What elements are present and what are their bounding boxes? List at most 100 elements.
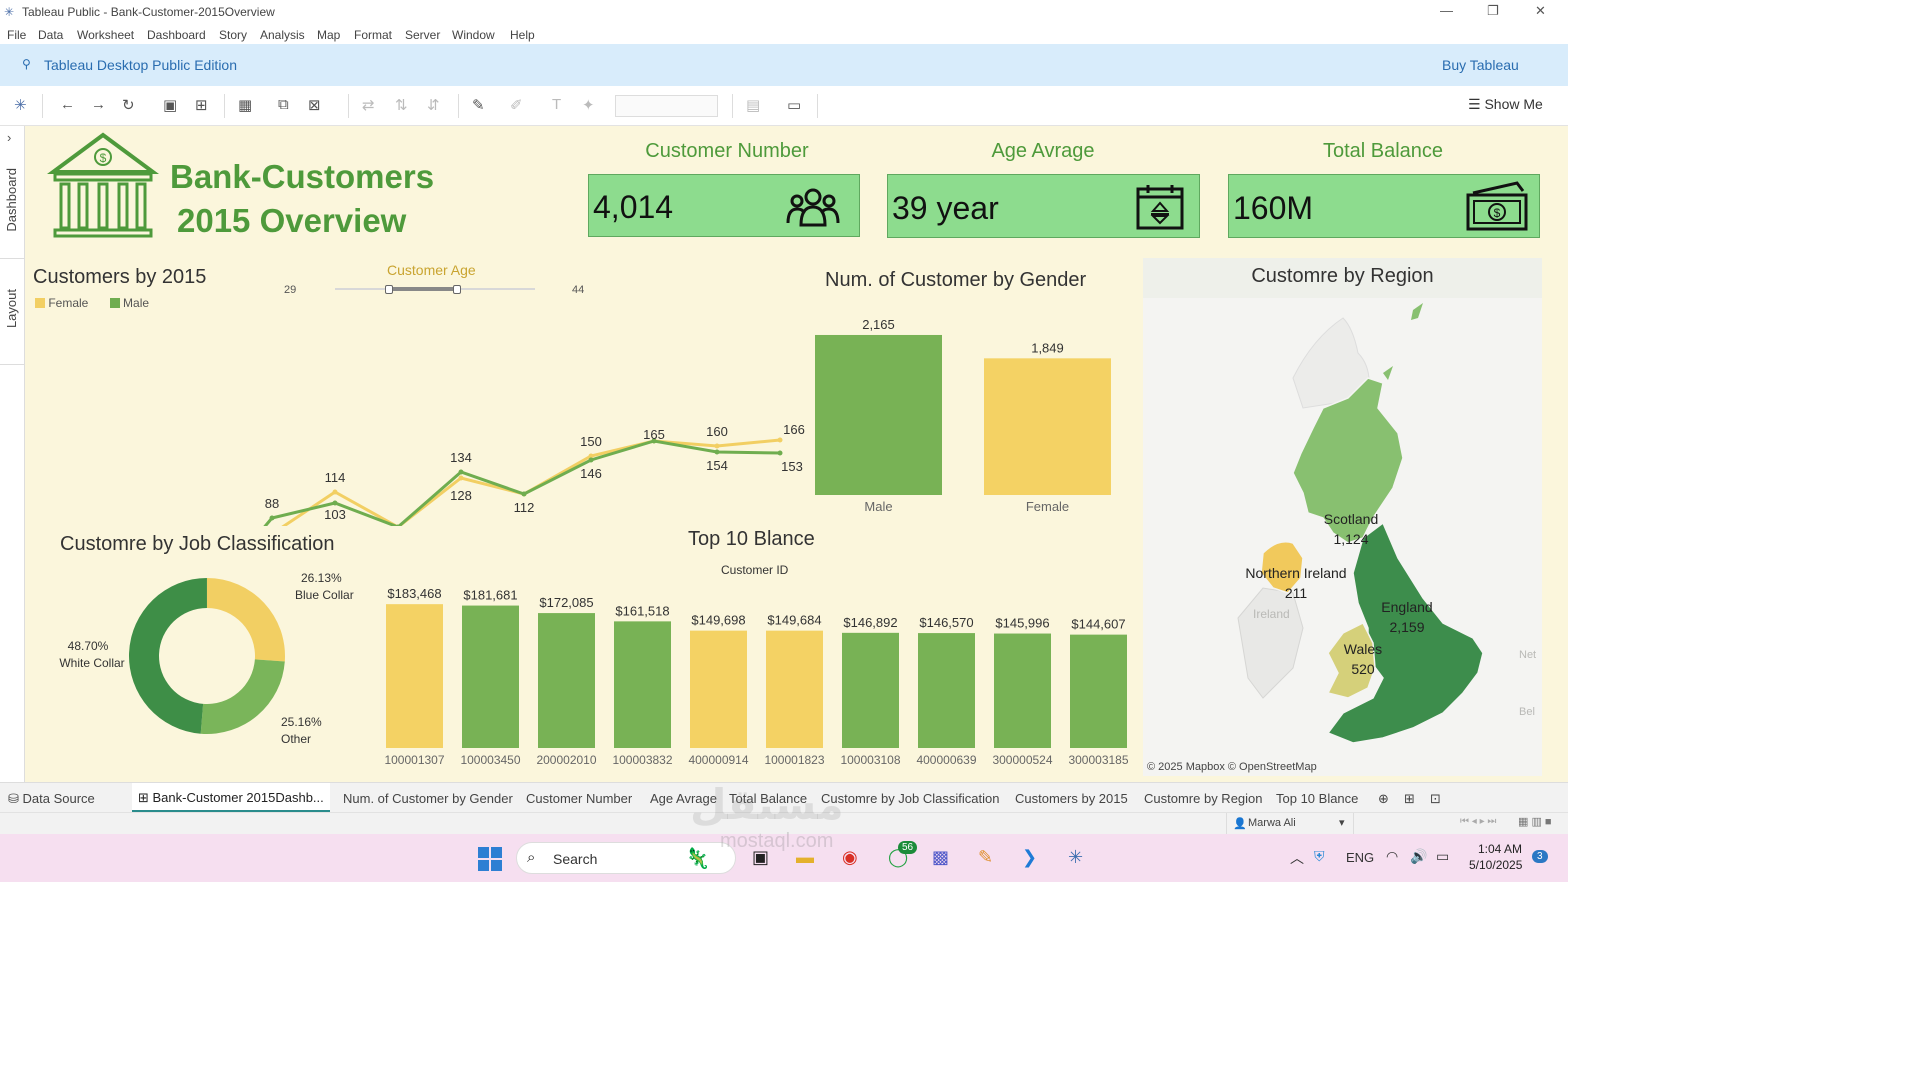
- data-point: [458, 475, 464, 481]
- close-icon[interactable]: ✕: [1535, 3, 1546, 18]
- sheet-tab[interactable]: Top 10 Blance: [1276, 791, 1359, 806]
- dashboard-tab-active[interactable]: ⊞ Bank-Customer 2015Dashb...: [132, 783, 330, 813]
- add-datasource-icon[interactable]: ⊞: [195, 97, 208, 114]
- label-icon[interactable]: T: [552, 96, 562, 113]
- bar-value-label: $183,468: [387, 586, 441, 601]
- menu-window[interactable]: Window: [452, 28, 495, 42]
- taskbar-search[interactable]: ⌕ Search 🦎: [516, 842, 736, 874]
- data-source-tab[interactable]: ⛁ Data Source: [8, 791, 95, 806]
- attach-icon[interactable]: ✐: [510, 97, 523, 114]
- layout-side-tab[interactable]: Layout: [4, 289, 19, 329]
- clear-sheet-icon[interactable]: ⊠: [308, 97, 321, 114]
- dashboard-side-tab[interactable]: Dashboard: [4, 168, 19, 232]
- sort-desc-icon[interactable]: ⇵: [427, 97, 440, 114]
- svg-text:$: $: [100, 151, 107, 165]
- chevron-up-icon[interactable]: ︿: [1290, 850, 1304, 866]
- age-slider-min-handle[interactable]: [385, 285, 393, 294]
- paint-icon[interactable]: ✎: [978, 847, 994, 867]
- clock-date[interactable]: 5/10/2025: [1469, 858, 1523, 872]
- legend-male-swatch: [109, 298, 120, 308]
- svg-text:Bel: Bel: [1519, 706, 1535, 718]
- teams-icon[interactable]: ▩: [932, 847, 950, 867]
- wales-region[interactable]: [1326, 621, 1376, 699]
- swap-icon[interactable]: ⇄: [362, 97, 375, 114]
- bar-female: [984, 358, 1111, 495]
- forward-icon[interactable]: →: [91, 96, 106, 113]
- show-cards-icon[interactable]: ▤: [746, 97, 761, 114]
- windows-start-icon[interactable]: [477, 846, 503, 872]
- sheet-tab[interactable]: Num. of Customer by Gender: [343, 791, 513, 806]
- menu-data[interactable]: Data: [38, 28, 64, 42]
- new-story-icon[interactable]: ⊡: [1430, 791, 1441, 806]
- uk-map: Ireland Net Bel Scotland 1,124 Northern …: [1237, 303, 1536, 744]
- sheet-tab[interactable]: Customers by 2015: [1015, 791, 1128, 806]
- back-icon[interactable]: ←: [60, 96, 75, 113]
- menu-format[interactable]: Format: [354, 28, 393, 42]
- sort-asc-icon[interactable]: ⇅: [395, 97, 408, 114]
- age-slider-max-handle[interactable]: [453, 285, 461, 294]
- buy-tableau-link[interactable]: Buy Tableau: [1442, 57, 1519, 73]
- dashboard-icon: ⊞: [138, 790, 153, 805]
- sheet-tab[interactable]: Age Avrage: [650, 791, 717, 806]
- sheet-tab[interactable]: Customre by Region: [1144, 791, 1263, 806]
- view-grid-icon[interactable]: ▦ ▥ ■: [1518, 816, 1552, 828]
- menu-dashboard[interactable]: Dashboard: [147, 28, 206, 42]
- whatsapp-badge: 56: [898, 841, 918, 854]
- sheet-tab[interactable]: Total Balance: [729, 791, 808, 806]
- expand-icon[interactable]: ›: [7, 130, 12, 145]
- region-map[interactable]: Customre by Region Ireland Net Bel Scotl…: [1143, 258, 1542, 776]
- pin-axis-icon[interactable]: ✦: [582, 97, 595, 114]
- menu-map[interactable]: Map: [317, 28, 341, 42]
- redo-icon[interactable]: ↻: [122, 97, 135, 114]
- bar-customer: [462, 605, 519, 748]
- sheet-tab[interactable]: Customre by Job Classification: [821, 791, 1000, 806]
- menu-server[interactable]: Server: [405, 28, 441, 42]
- group-icon: [786, 188, 840, 227]
- shield-icon[interactable]: ⛨: [1314, 848, 1325, 864]
- menu-analysis[interactable]: Analysis: [260, 28, 305, 42]
- restore-icon[interactable]: ❐: [1487, 3, 1499, 18]
- menu-help[interactable]: Help: [510, 28, 535, 42]
- highlight-icon[interactable]: ✎: [472, 97, 485, 114]
- vscode-icon[interactable]: ❯: [1022, 847, 1038, 867]
- northern-ireland-region[interactable]: [1260, 541, 1304, 594]
- new-dashboard-icon[interactable]: ⊞: [1404, 791, 1415, 806]
- task-view-icon[interactable]: ▣: [752, 847, 770, 867]
- language-indicator[interactable]: ENG: [1346, 850, 1375, 865]
- menu-story[interactable]: Story: [219, 28, 248, 42]
- sheet-tab[interactable]: Customer Number: [526, 791, 633, 806]
- bar-customer: [918, 633, 975, 748]
- sheet-nav-icons[interactable]: ⏮ ◂ ▸ ⏭: [1460, 816, 1497, 827]
- battery-icon[interactable]: ▭: [1436, 848, 1450, 864]
- northern-ireland-value: 211: [1285, 585, 1308, 601]
- bar-value-label: 1,849: [1031, 340, 1064, 355]
- scotland-region[interactable]: [1292, 377, 1404, 544]
- bar-category-label: 100003450: [460, 753, 520, 767]
- show-me-button[interactable]: ☰ Show Me: [1468, 96, 1543, 112]
- user-dropdown[interactable]: 👤 Marwa Ali ▾: [1226, 813, 1354, 834]
- save-icon[interactable]: ▣: [163, 97, 178, 114]
- tableau-home-icon[interactable]: ✳: [14, 97, 27, 114]
- menu-worksheet[interactable]: Worksheet: [77, 28, 135, 42]
- slice-pct-label: 26.13%: [301, 571, 342, 585]
- fit-dropdown[interactable]: [615, 95, 718, 117]
- job-chart-title: Customre by Job Classification: [60, 533, 335, 555]
- wifi-icon[interactable]: ◠: [1386, 848, 1399, 864]
- new-worksheet-icon[interactable]: ⊕: [1378, 791, 1389, 806]
- dashboard-canvas: $ Bank-Customers 2015 Overview Customer …: [25, 126, 1568, 782]
- region-map-header: [1143, 258, 1542, 298]
- menu-file[interactable]: File: [7, 28, 27, 42]
- new-sheet-icon[interactable]: ▦: [238, 97, 253, 114]
- volume-icon[interactable]: 🔊: [1410, 848, 1428, 864]
- tableau-taskbar-icon[interactable]: ✳: [1068, 847, 1084, 867]
- file-explorer-icon[interactable]: ▬: [796, 847, 814, 867]
- duplicate-sheet-icon[interactable]: ⧉: [278, 96, 289, 113]
- chrome-icon[interactable]: ◉: [842, 847, 858, 867]
- clock-time[interactable]: 1:04 AM: [1478, 842, 1523, 856]
- minimize-icon[interactable]: —: [1440, 3, 1453, 18]
- data-point: [332, 500, 338, 506]
- notification-badge[interactable]: 3: [1532, 850, 1548, 863]
- age-filter-label: Customer Age: [387, 262, 476, 278]
- presentation-icon[interactable]: ▭: [787, 97, 802, 114]
- point-label: 112: [514, 500, 535, 515]
